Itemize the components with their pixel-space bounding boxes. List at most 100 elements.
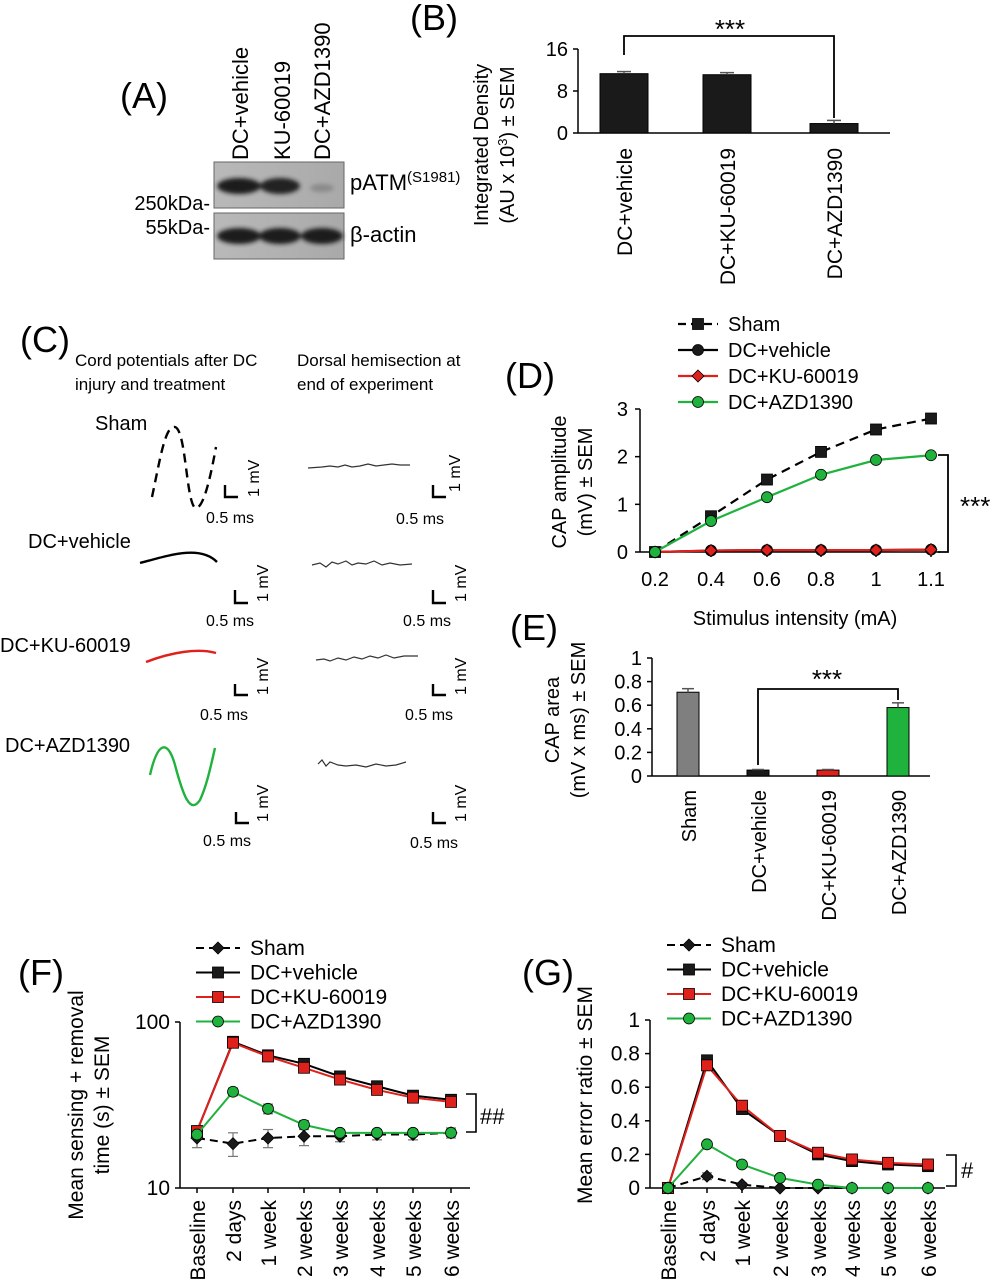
f-xtick-label: 4 weeks — [367, 1200, 390, 1277]
g-point — [736, 1099, 748, 1112]
f-point — [261, 1131, 275, 1145]
f-point — [191, 1128, 203, 1141]
f-series-line — [196, 1090, 451, 1136]
e-sig-bracket — [757, 688, 899, 765]
f-point — [262, 1050, 274, 1063]
d-xtick-label: 0.2 — [641, 569, 669, 591]
panel-label-g: (G) — [522, 952, 574, 993]
panel-label-d: (D) — [505, 355, 555, 396]
b-ylabel-line1: Integrated Density — [471, 64, 493, 226]
f-point — [298, 1118, 310, 1131]
e-ytick-label: 0.8 — [614, 672, 642, 694]
panel-label-a: (A) — [120, 75, 168, 116]
e-ylabel-line2: (mV x ms) ± SEM — [568, 642, 590, 799]
g-ytick-label: 0.6 — [611, 1076, 640, 1099]
d-sig-stars: *** — [960, 491, 990, 521]
g-point — [922, 1158, 934, 1171]
svg-text:1 mV: 1 mV — [246, 459, 263, 497]
e-ytick-label: 0.6 — [614, 695, 642, 717]
e-ytick-label: 1 — [631, 648, 642, 670]
d-legend-label: DC+vehicle — [728, 340, 831, 362]
svg-text:0.5 ms: 0.5 ms — [203, 833, 251, 850]
f-xtick-label: Baseline — [187, 1200, 210, 1281]
g-ytick-label: 1 — [628, 1009, 640, 1032]
b-sig-stars: *** — [715, 14, 745, 44]
d-point — [705, 515, 717, 527]
f-point — [227, 1085, 239, 1098]
g-point — [846, 1182, 858, 1194]
f-xtick-label: 1 week — [258, 1200, 281, 1267]
f-ytick-label: 100 — [135, 1011, 170, 1034]
svg-text:1 mV: 1 mV — [255, 784, 272, 822]
panel-f-chart: Mean sensing + removal time (s) ± SEM 10… — [65, 937, 505, 1281]
d-legend-marker — [692, 344, 704, 356]
f-legend-marker — [212, 991, 224, 1003]
d-ylabel-line1: CAP amplitude — [549, 415, 571, 548]
f-xtick-label: 5 weeks — [403, 1200, 426, 1277]
b-sig-bracket — [623, 35, 835, 118]
g-xtick-label: 5 weeks — [878, 1200, 901, 1277]
f-point — [262, 1102, 274, 1115]
g-sig-marker: # — [961, 1158, 974, 1183]
g-legend-label: DC+KU-60019 — [721, 983, 858, 1006]
f-point — [227, 1036, 239, 1049]
trace-vehicle — [139, 551, 218, 565]
g-series-line — [667, 1175, 928, 1189]
c-row-label-azd: DC+AZD1390 — [5, 735, 130, 757]
b-bar — [599, 73, 649, 134]
d-ylabel-line2: (mV) ± SEM — [575, 428, 597, 537]
e-bar — [886, 707, 910, 777]
lane-label-3: DC+AZD1390 — [310, 22, 335, 160]
e-category-label: DC+KU-60019 — [819, 790, 841, 921]
g-ytick-label: 0.2 — [611, 1143, 640, 1166]
f-ylabel-line2: time (s) ± SEM — [91, 1036, 114, 1175]
e-ytick-label: 0.4 — [614, 719, 642, 741]
f-legend-marker — [212, 966, 224, 979]
svg-text:0.5 ms: 0.5 ms — [206, 510, 254, 527]
size-marker-55: 55kDa- — [146, 217, 210, 239]
g-point — [773, 1181, 787, 1195]
trace-hemisection-vehicle — [311, 560, 413, 568]
g-point — [882, 1156, 894, 1169]
d-point — [649, 546, 661, 558]
d-ytick-label: 1 — [617, 494, 628, 516]
c-row-label-vehicle: DC+vehicle — [28, 531, 131, 553]
d-series-line — [654, 454, 932, 553]
f-point — [334, 1073, 346, 1086]
b-category-label: DC+AZD1390 — [824, 148, 847, 279]
g-legend-label: DC+AZD1390 — [721, 1008, 852, 1031]
g-legend-marker — [683, 988, 695, 1000]
b-bar — [702, 74, 752, 134]
d-point — [869, 543, 883, 557]
d-legend-marker — [691, 369, 705, 383]
lane-label-2: KU-60019 — [270, 61, 295, 160]
e-sig-stars: *** — [812, 664, 842, 694]
g-ytick-label: 0.8 — [611, 1043, 640, 1066]
g-point — [774, 1172, 786, 1184]
d-point — [761, 473, 773, 486]
e-ylabel-line1: CAP area — [542, 676, 564, 763]
g-point — [846, 1153, 858, 1166]
g-point — [812, 1146, 824, 1159]
f-point — [226, 1137, 240, 1151]
svg-text:1 mV: 1 mV — [453, 784, 470, 822]
g-series-line — [667, 1143, 928, 1189]
d-ytick-label: 0 — [617, 542, 628, 564]
panel-d-chart: CAP amplitude (mV) ± SEM Stimulus intens… — [549, 314, 990, 630]
d-sig-bracket — [938, 454, 949, 553]
g-point — [701, 1138, 713, 1151]
f-point — [334, 1126, 346, 1139]
b-category-label: DC+KU-60019 — [717, 148, 740, 285]
d-xtick-label: 1.1 — [917, 569, 945, 591]
d-xtick-label: 0.8 — [807, 569, 835, 591]
g-point — [662, 1182, 674, 1194]
c-row-label-ku: DC+KU-60019 — [0, 635, 131, 657]
d-series-line — [654, 548, 932, 554]
f-legend-label: DC+KU-60019 — [250, 986, 387, 1009]
d-point — [925, 412, 937, 425]
d-legend-marker — [692, 396, 704, 408]
b-category-label: DC+vehicle — [614, 148, 637, 256]
g-xtick-label: 2 days — [697, 1200, 720, 1262]
trace-ku — [145, 649, 217, 664]
